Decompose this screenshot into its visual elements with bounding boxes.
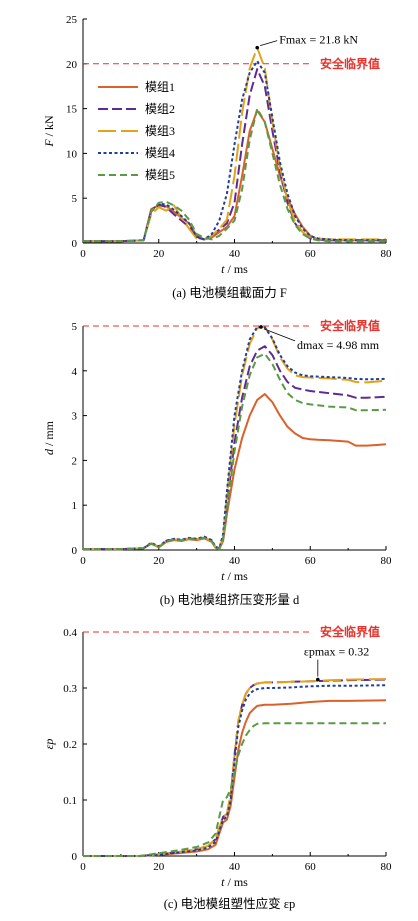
chart-panel-3: 0 20 40 60 80 0 0.1 0.2 0.3 0.4 安全临界值 t / ms εp εpmax… bbox=[42, 624, 392, 911]
x-tick-label: 60 bbox=[305, 555, 317, 567]
series-line-3 bbox=[83, 678, 387, 857]
y-tick-label: 5 bbox=[72, 321, 78, 333]
y-tick-label: 25 bbox=[66, 14, 78, 26]
x-axis-label: t / ms bbox=[221, 875, 248, 889]
y-tick-label: 0.1 bbox=[63, 795, 77, 807]
y-tick-label: 4 bbox=[72, 366, 78, 378]
panel-caption: (a) 电池模组截面力 F bbox=[172, 286, 287, 300]
x-tick-label: 40 bbox=[229, 861, 241, 873]
y-tick-label: 0 bbox=[72, 238, 78, 250]
y-axis-unit: / kN bbox=[42, 115, 56, 139]
series-line-1 bbox=[83, 393, 387, 551]
legend-label-4: 模组4 bbox=[145, 146, 175, 160]
x-tick-label: 80 bbox=[381, 248, 393, 260]
x-tick-label: 60 bbox=[305, 861, 317, 873]
y-tick-label: 0.2 bbox=[63, 739, 77, 751]
panel-caption: (c) 电池模组塑性应变 εp bbox=[164, 896, 296, 911]
panel-caption: (b) 电池模组挤压变形量 d bbox=[160, 592, 300, 607]
series-line-4 bbox=[83, 684, 387, 857]
x-tick-label: 40 bbox=[229, 555, 241, 567]
x-tick-label: 20 bbox=[153, 555, 165, 567]
y-tick-label: 2 bbox=[72, 455, 78, 467]
x-tick-label: 0 bbox=[80, 248, 86, 260]
legend: 模组1 模组2 模组3 模组4 模组5 bbox=[98, 80, 175, 182]
y-tick-label: 0 bbox=[72, 545, 78, 557]
y-tick-label: 3 bbox=[72, 411, 78, 423]
annotation-label: dmax = 4.98 mm bbox=[297, 338, 380, 352]
x-axis-label: t / ms bbox=[221, 262, 248, 276]
x-tick-label: 80 bbox=[381, 555, 393, 567]
series-line-1 bbox=[83, 699, 387, 857]
x-tick-label: 80 bbox=[381, 861, 393, 873]
y-tick-label: 5 bbox=[72, 193, 78, 205]
x-tick-label: 60 bbox=[305, 248, 317, 260]
series-line-5 bbox=[83, 722, 386, 857]
x-tick-label: 20 bbox=[153, 861, 165, 873]
x-axis-unit: / ms bbox=[225, 569, 249, 583]
y-tick-label: 20 bbox=[66, 59, 78, 71]
x-axis-label: t / ms bbox=[221, 569, 248, 583]
series-line-5 bbox=[83, 107, 386, 243]
legend-label-3: 模组3 bbox=[145, 124, 175, 138]
y-axis-label: F / kN bbox=[42, 115, 56, 148]
series-line-4 bbox=[83, 60, 386, 243]
x-axis-unit: / ms bbox=[225, 262, 249, 276]
annotation-arrow bbox=[260, 40, 278, 47]
y-tick-label: 0.4 bbox=[63, 627, 77, 639]
x-tick-label: 0 bbox=[80, 555, 86, 567]
chart-panel-2: 0 20 40 60 80 0 1 2 3 4 5 安全临界值 t / ms d / mm dmax = 4… bbox=[42, 318, 392, 607]
y-axis-label: d / mm bbox=[42, 420, 56, 455]
x-axis-unit: / ms bbox=[225, 875, 249, 889]
series-line-3 bbox=[83, 46, 386, 243]
y-axis-label: εp bbox=[42, 739, 56, 750]
critical-label: 安全临界值 bbox=[320, 318, 380, 333]
y-tick-label: 1 bbox=[72, 500, 78, 512]
annotation-label: εpmax = 0.32 bbox=[304, 645, 369, 659]
series-line-2 bbox=[83, 678, 387, 857]
annotation-point bbox=[259, 325, 263, 329]
y-tick-label: 15 bbox=[66, 104, 78, 116]
x-tick-label: 40 bbox=[229, 248, 241, 260]
chart-panel-1: 0 20 40 60 80 0 5 10 15 20 25 安全临界值 t / ms F / kN Fmax… bbox=[42, 14, 392, 300]
annotation-point bbox=[316, 677, 320, 682]
legend-label-1: 模组1 bbox=[145, 80, 175, 94]
annotation-arrow bbox=[263, 328, 296, 342]
y-tick-label: 0.3 bbox=[63, 683, 77, 695]
legend-label-5: 模组5 bbox=[145, 168, 175, 182]
y-axis-unit: / mm bbox=[42, 420, 56, 449]
annotation-label: Fmax = 21.8 kN bbox=[279, 33, 358, 47]
annotation-point bbox=[255, 45, 260, 50]
legend-label-2: 模组2 bbox=[145, 102, 175, 116]
x-tick-label: 20 bbox=[153, 248, 165, 260]
series-line-5 bbox=[83, 352, 387, 551]
y-tick-label: 0 bbox=[72, 851, 78, 863]
critical-label: 安全临界值 bbox=[320, 624, 380, 639]
x-tick-label: 0 bbox=[80, 861, 86, 873]
y-tick-label: 10 bbox=[66, 148, 78, 160]
critical-label: 安全临界值 bbox=[320, 56, 380, 71]
